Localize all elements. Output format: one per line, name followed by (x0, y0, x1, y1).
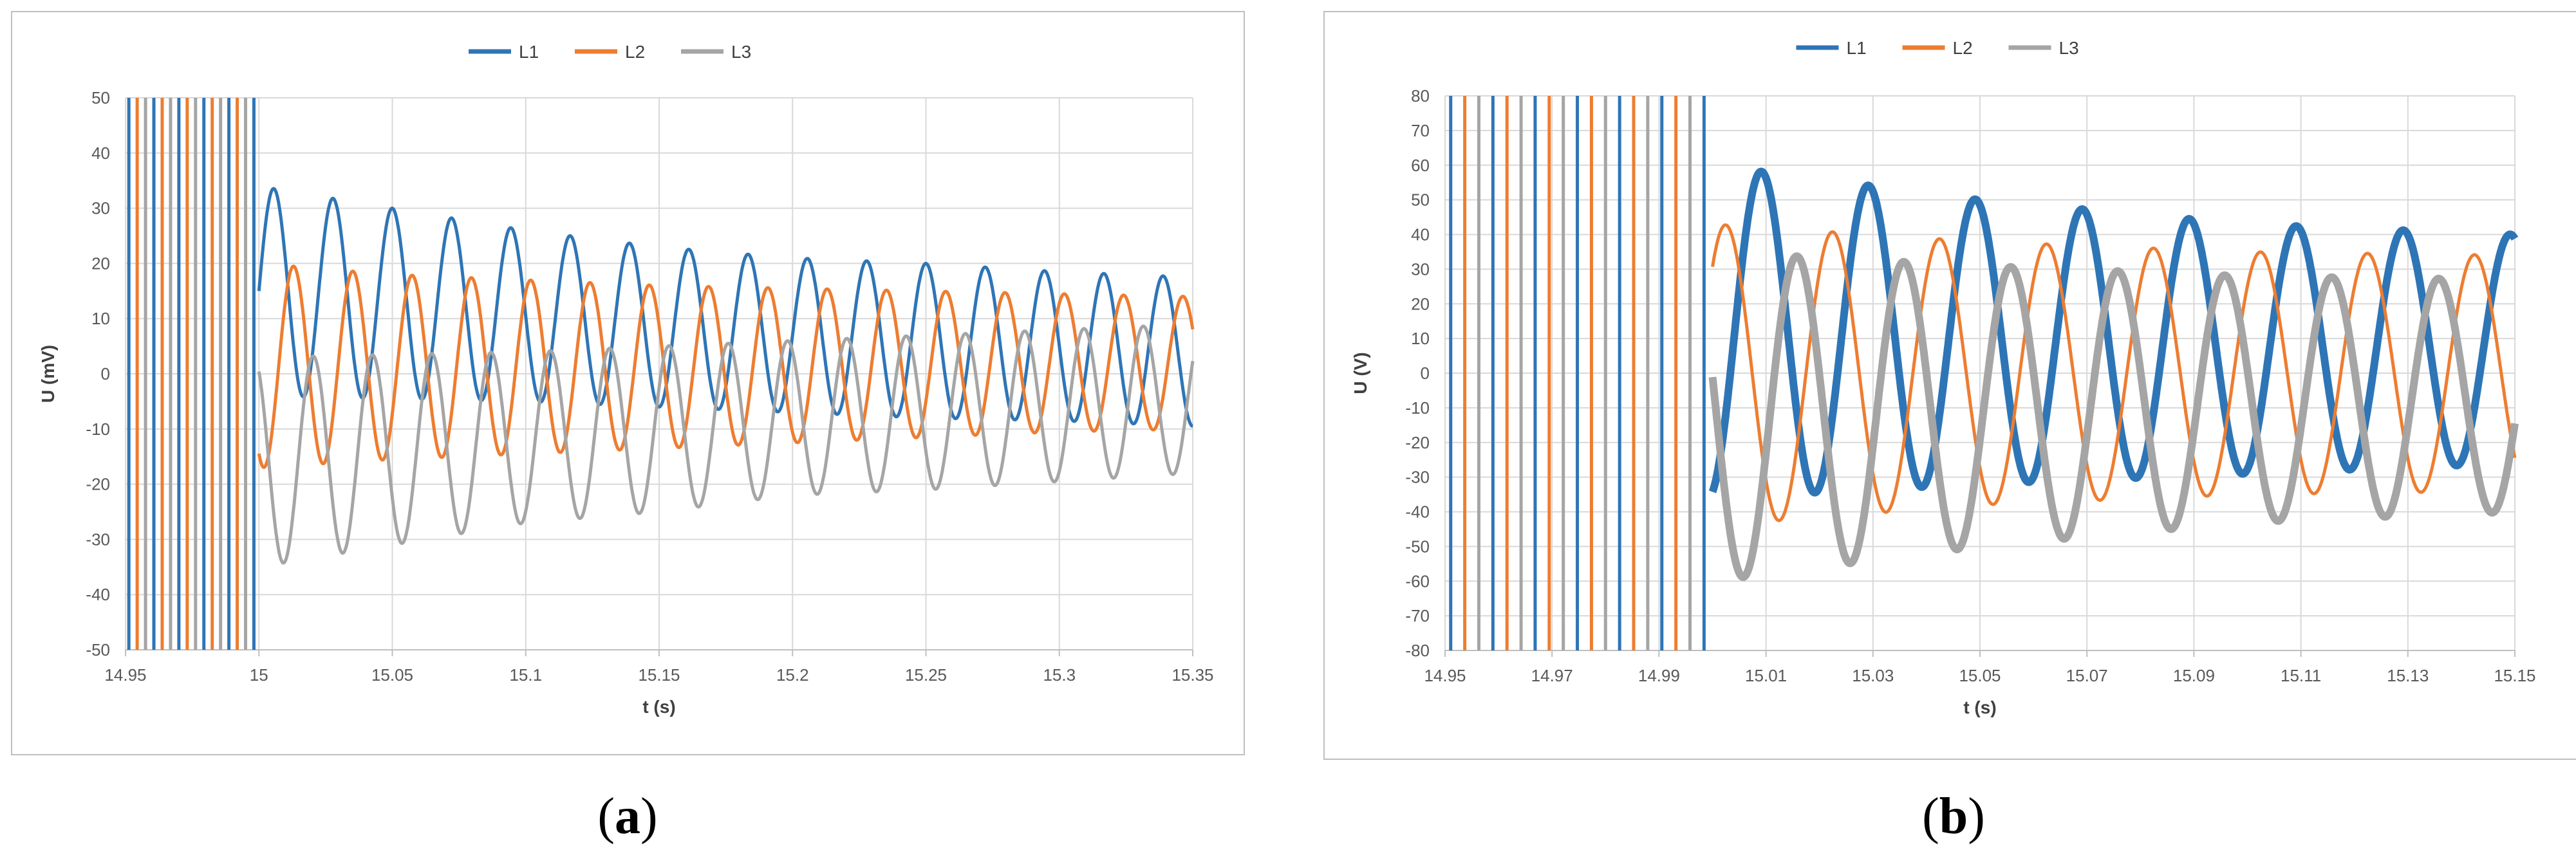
y-tick-label: 20 (91, 253, 110, 273)
y-tick-label: 40 (1411, 225, 1430, 244)
chart-frame (11, 11, 1245, 755)
series-line-l2 (257, 264, 1195, 469)
panel-label-open: ( (597, 788, 615, 845)
chart-panel-b: 80 70 60 50 40 30 20 10 0 -10 -20 -30 -40 -50 -60 -70 -8… (1323, 11, 2576, 760)
y-tick-label: -40 (86, 585, 110, 604)
y-tick-label: 50 (91, 88, 110, 107)
panel-label-letter: a (615, 788, 640, 845)
x-tick-label: 15.05 (371, 665, 413, 685)
panel-label-close: ) (1968, 788, 1985, 845)
y-axis-title: U (mV) (38, 345, 58, 403)
x-tick-label: 15.07 (2066, 666, 2108, 685)
x-tick-label: 15.35 (1171, 665, 1213, 685)
y-tick-label: 70 (1411, 121, 1430, 140)
y-tick-label: -60 (1405, 571, 1430, 591)
series-line-l2 (1711, 223, 2517, 522)
x-tick-label: 14.95 (104, 665, 146, 685)
series-line-l3 (257, 324, 1195, 565)
x-tick-label: 15.13 (2387, 666, 2429, 685)
y-tick-label: 60 (1411, 156, 1430, 175)
x-tick-label: 15.2 (776, 665, 809, 685)
y-tick-label: 0 (101, 364, 110, 383)
legend-label-l2: L2 (1953, 38, 1973, 58)
x-tick-label: 15.09 (2173, 666, 2215, 685)
y-tick-label: 10 (91, 309, 110, 328)
x-tick-label: 15.15 (638, 665, 680, 685)
x-tick-label: 14.95 (1424, 666, 1466, 685)
x-tick-label: 15.11 (2281, 666, 2321, 685)
panel-label-letter: b (1939, 788, 1968, 845)
y-tick-label: -20 (1405, 433, 1430, 452)
legend-label-l2: L2 (625, 42, 645, 62)
y-tick-label: -30 (1405, 468, 1430, 487)
y-tick-label: -80 (1405, 641, 1430, 660)
legend-label-l1: L1 (1847, 38, 1867, 58)
panel-label-close: ) (640, 788, 658, 845)
y-tick-label: -10 (1405, 398, 1430, 418)
legend-label-l3: L3 (731, 42, 751, 62)
x-axis-title: t (s) (1963, 697, 1996, 717)
y-tick-label: -30 (86, 530, 110, 549)
y-tick-label: 30 (1411, 259, 1430, 279)
legend-label-l3: L3 (2059, 38, 2079, 58)
y-tick-label: 50 (1411, 190, 1430, 210)
chart-frame (1323, 11, 2576, 760)
y-tick-label: 30 (91, 199, 110, 218)
x-tick-label: 15.3 (1043, 665, 1076, 685)
legend-label-l1: L1 (519, 42, 539, 62)
x-tick-label: 15.05 (1959, 666, 2001, 685)
y-tick-label: -40 (1405, 502, 1430, 522)
x-tick-label: 15.01 (1745, 666, 1787, 685)
x-tick-label: 15 (250, 665, 268, 685)
chart-panel-a: 50 40 30 20 10 0 -10 -20 -30 -40 -50 14.95 15 15.05 15… (11, 11, 1245, 755)
series-line-l1 (1708, 167, 2519, 497)
panel-label: (a) (597, 788, 657, 845)
y-axis-title: U (V) (1350, 352, 1370, 394)
y-tick-label: 0 (1421, 364, 1430, 383)
y-tick-label: -50 (1405, 537, 1430, 556)
x-tick-label: 15.03 (1852, 666, 1894, 685)
x-axis-title: t (s) (642, 697, 675, 717)
x-tick-label: 15.25 (905, 665, 947, 685)
x-tick-label: 15.15 (2494, 666, 2535, 685)
x-tick-label: 14.99 (1638, 666, 1680, 685)
y-tick-label: -50 (86, 640, 110, 659)
panel-label-open: ( (1922, 788, 1939, 845)
series-line-l3 (1708, 252, 2519, 582)
x-tick-label: 15.1 (509, 665, 542, 685)
panel-label: (b) (1922, 788, 1985, 845)
y-tick-label: -10 (86, 419, 110, 439)
y-tick-label: 10 (1411, 329, 1430, 348)
y-tick-label: 20 (1411, 294, 1430, 313)
x-tick-label: 14.97 (1531, 666, 1573, 685)
y-tick-label: 80 (1411, 86, 1430, 106)
y-tick-label: -70 (1405, 606, 1430, 625)
y-tick-label: 40 (91, 143, 110, 163)
y-tick-label: -20 (86, 475, 110, 494)
